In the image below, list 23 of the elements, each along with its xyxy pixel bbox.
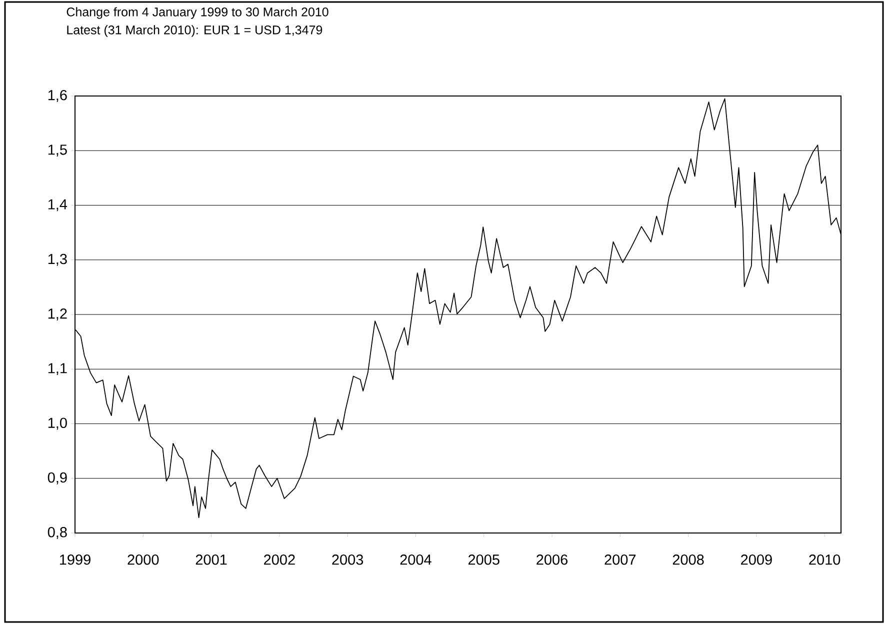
x-tick-label: 2001 [196, 554, 227, 565]
y-tick-label: 1,3 [48, 254, 67, 266]
y-tick-label: 1,5 [48, 144, 67, 157]
x-tick-label: 1999 [60, 554, 90, 565]
y-tick-label: 1,6 [48, 90, 67, 102]
x-tick-label: 2010 [809, 554, 840, 565]
y-tick-label: 1,2 [48, 308, 67, 320]
x-tick-label: 2009 [741, 554, 772, 565]
y-tick-label: 0,8 [48, 527, 67, 539]
x-tick-label: 2002 [264, 554, 295, 565]
x-tick-label: 2007 [604, 554, 636, 565]
chart-title: Change from 4 January 1999 to 30 March 2010 [66, 7, 328, 19]
x-tick-label: 2006 [536, 554, 568, 565]
x-tick-label: 2004 [400, 554, 432, 565]
x-tick-label: 2003 [332, 554, 364, 565]
x-tick-label: 2008 [672, 554, 704, 565]
chart-subtitle: Latest (31 March 2010): EUR 1 = USD 1,3479 [67, 25, 322, 37]
y-tick-label: 1,1 [48, 363, 67, 376]
x-tick-label: 2005 [468, 554, 500, 565]
y-tick-label: 0,9 [48, 472, 67, 484]
y-tick-label: 1,4 [48, 199, 68, 212]
y-tick-label: 1,0 [48, 418, 67, 430]
x-tick-label: 2000 [128, 554, 159, 565]
